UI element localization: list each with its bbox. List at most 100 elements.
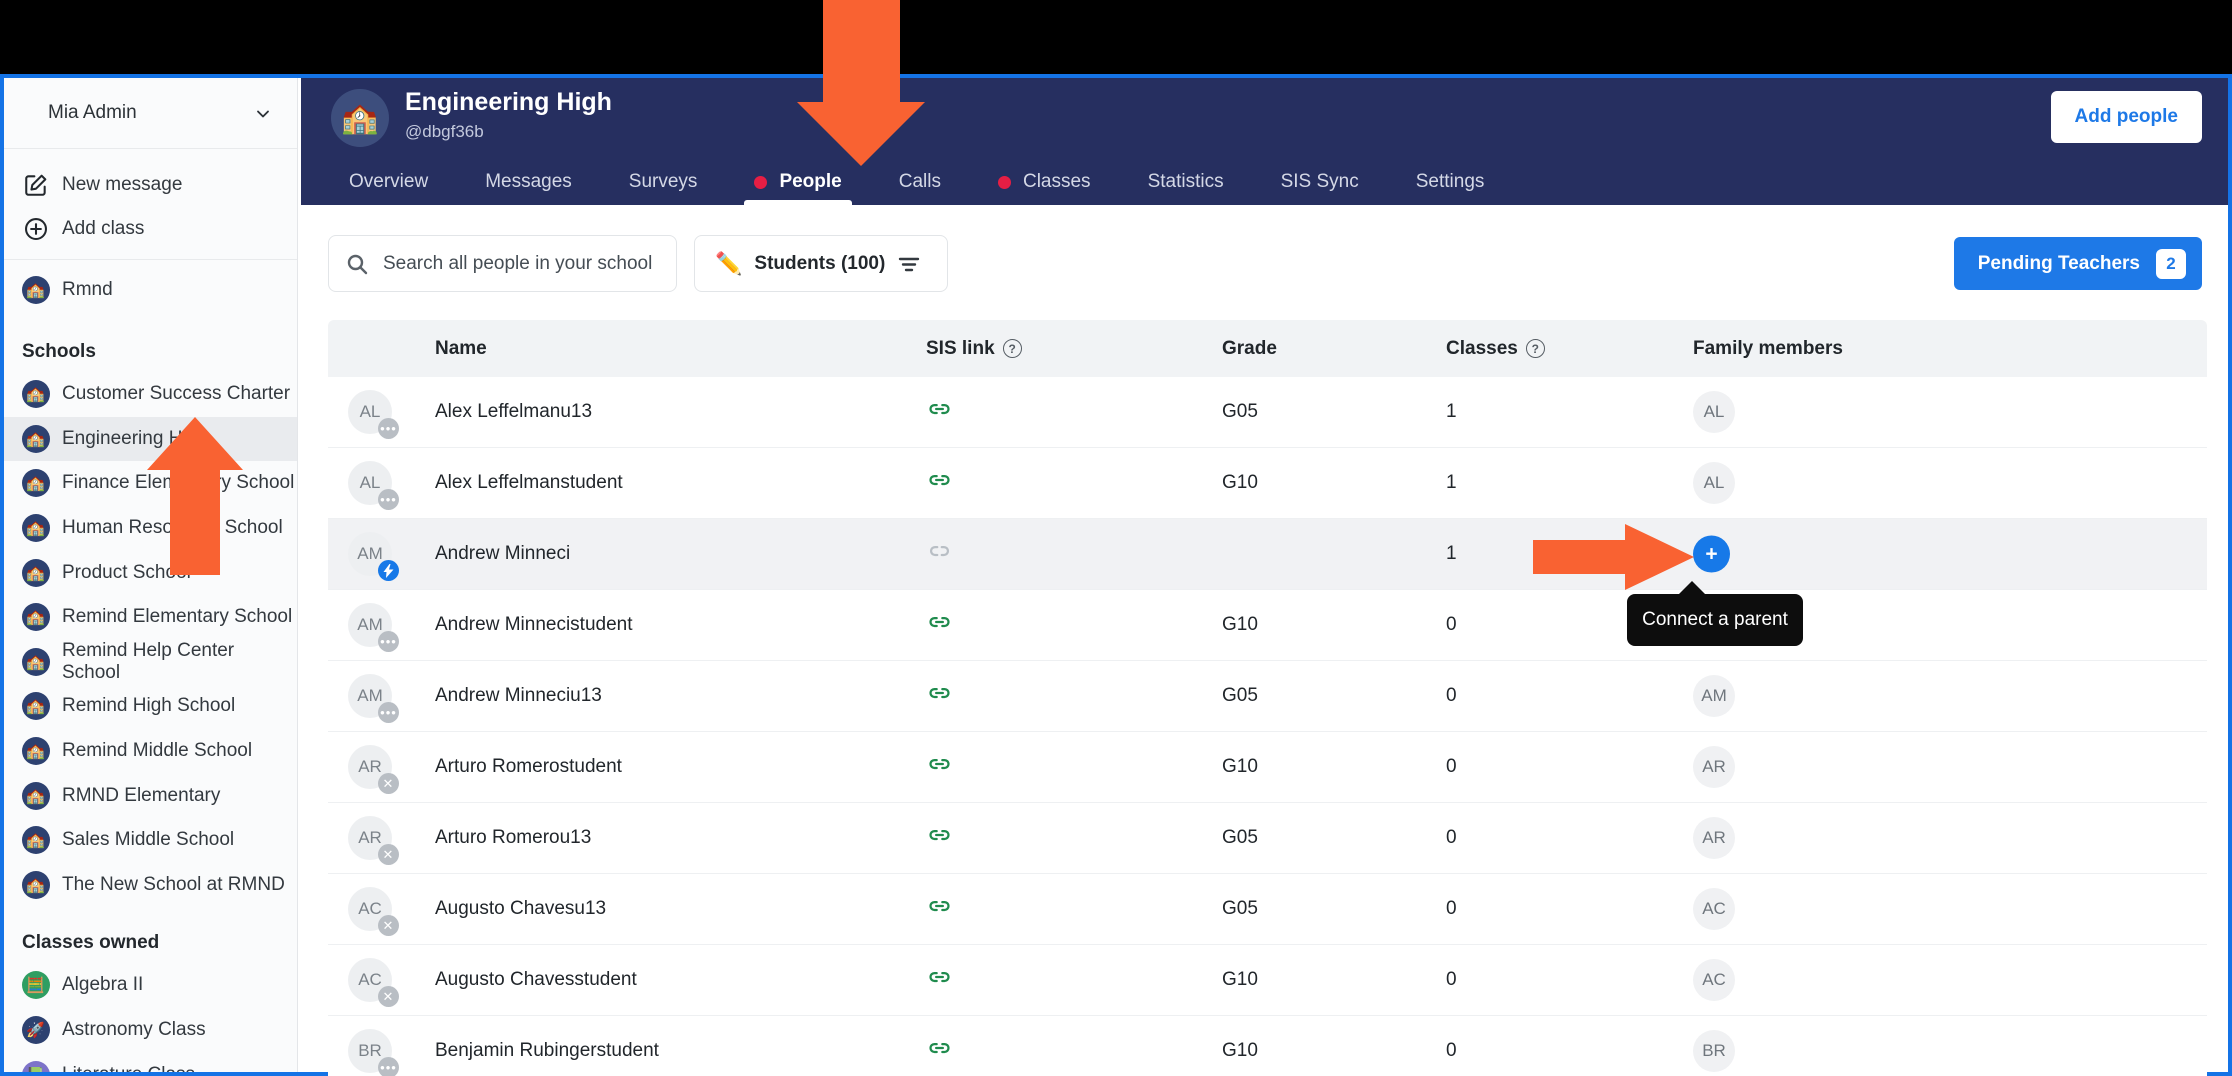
sidebar-item-product-school[interactable]: 🏫 Product School: [4, 550, 297, 595]
account-switcher[interactable]: Mia Admin: [4, 78, 297, 149]
students-filter[interactable]: ✏️ Students (100): [694, 235, 948, 292]
family-member-pill[interactable]: AL: [1693, 391, 1735, 433]
tab-people[interactable]: People: [744, 159, 853, 205]
lightning-badge-icon: [378, 560, 399, 581]
close-badge-icon: ✕: [378, 844, 399, 865]
table-row[interactable]: AL ••• Alex Leffelmanstudent G10 1 AL: [328, 448, 2207, 519]
school-avatar-icon: 🏫: [21, 603, 50, 632]
pending-teachers-button[interactable]: Pending Teachers 2: [1953, 237, 2202, 290]
sidebar-item-rmnd[interactable]: 🏫 Rmnd: [4, 268, 297, 312]
school-avatar-icon: 🏫: [21, 424, 50, 453]
school-label: RMND Elementary: [62, 784, 221, 806]
table-row-highlighted[interactable]: AM Andrew Minneci 1 +: [328, 519, 2207, 590]
connect-parent-button[interactable]: +: [1693, 535, 1730, 573]
family-member-pill[interactable]: AC: [1693, 959, 1735, 1001]
sidebar-item-rmnd-elementary[interactable]: 🏫 RMND Elementary: [4, 773, 297, 818]
tab-surveys[interactable]: Surveys: [628, 171, 698, 192]
grade-value: G10: [1222, 472, 1258, 493]
sidebar-item-algebra-ii[interactable]: 🧮 Algebra II: [4, 963, 297, 1008]
sidebar-item-astronomy-class[interactable]: 🚀 Astronomy Class: [4, 1008, 297, 1053]
help-icon[interactable]: ?: [1525, 339, 1545, 358]
close-badge-icon: ✕: [378, 915, 399, 936]
plus-circle-icon: [22, 216, 49, 243]
tab-classes[interactable]: Classes: [997, 159, 1091, 205]
new-message-label: New message: [62, 174, 183, 195]
ellipsis-badge-icon: •••: [378, 702, 399, 723]
school-header: 🏫 Engineering High @dbgf36b Add people O…: [301, 78, 2228, 205]
family-member-pill[interactable]: AR: [1693, 746, 1735, 788]
sidebar-item-sales-middle[interactable]: 🏫 Sales Middle School: [4, 818, 297, 863]
search-box[interactable]: [328, 235, 677, 292]
table-row[interactable]: BR ••• Benjamin Rubingerstudent G10 0 BR: [328, 1016, 2207, 1076]
pending-count-badge: 2: [2156, 248, 2186, 279]
sidebar-item-remind-elementary[interactable]: 🏫 Remind Elementary School: [4, 595, 297, 640]
school-label: The New School at RMND: [62, 873, 285, 895]
avatar: AR ✕: [348, 816, 399, 865]
annotation-arrow-right-connect-parent: [1533, 524, 1694, 590]
sis-linked-icon: [926, 1035, 953, 1068]
family-member-pill[interactable]: AR: [1693, 817, 1735, 859]
school-label: Remind Help Center School: [62, 639, 235, 683]
table-row[interactable]: AR ✕ Arturo Romerou13 G05 0 AR: [328, 803, 2207, 874]
table-row[interactable]: AM ••• Andrew Minneciu13 G05 0 AM: [328, 661, 2207, 732]
chevron-down-icon[interactable]: [253, 104, 273, 124]
table-row[interactable]: AC ✕ Augusto Chavesu13 G05 0 AC: [328, 874, 2207, 945]
sidebar-item-literature-class[interactable]: 📗 Literature Class: [4, 1052, 297, 1072]
person-name: Andrew Minnecistudent: [435, 614, 633, 635]
school-label: Remind High School: [62, 695, 236, 717]
person-name: Augusto Chavesu13: [435, 898, 607, 919]
tab-messages[interactable]: Messages: [485, 171, 572, 192]
grade-value: G05: [1222, 827, 1258, 848]
sis-linked-icon: [926, 396, 953, 429]
grade-value: G05: [1222, 898, 1258, 919]
sidebar-item-new-school-rmnd[interactable]: 🏫 The New School at RMND: [4, 863, 297, 908]
tab-overview[interactable]: Overview: [349, 171, 429, 192]
annotation-arrow-down-people-tab: [797, 0, 925, 166]
ellipsis-badge-icon: •••: [378, 631, 399, 652]
tab-calls[interactable]: Calls: [898, 171, 941, 192]
table-row[interactable]: AL ••• Alex Leffelmanu13 G05 1 AL: [328, 377, 2207, 448]
ellipsis-badge-icon: •••: [378, 489, 399, 510]
tab-sis-sync[interactable]: SIS Sync: [1280, 171, 1359, 192]
table-row[interactable]: AR ✕ Arturo Romerostudent G10 0 AR: [328, 732, 2207, 803]
calculator-icon: 🧮: [21, 971, 50, 1000]
class-label: Astronomy Class: [62, 1019, 206, 1041]
person-name: Alex Leffelmanu13: [435, 401, 593, 422]
person-name: Andrew Minneciu13: [435, 685, 602, 706]
classes-count: 1: [1446, 472, 1457, 493]
column-name: Name: [435, 337, 487, 359]
family-member-pill[interactable]: AM: [1693, 675, 1735, 717]
school-label: Product School: [62, 561, 191, 583]
tab-settings[interactable]: Settings: [1415, 171, 1485, 192]
school-avatar-icon: 🏫: [21, 692, 50, 721]
sidebar-item-customer-success-charter[interactable]: 🏫 Customer Success Charter: [4, 372, 297, 417]
sis-linked-icon: [926, 467, 953, 500]
sidebar-item-remind-help-center[interactable]: 🏫 Remind Help Center School: [4, 640, 297, 685]
new-message-button[interactable]: New message: [4, 163, 297, 207]
annotation-arrow-up-engineering-high: [147, 417, 243, 575]
add-people-button[interactable]: Add people: [2050, 91, 2202, 143]
school-label: Customer Success Charter: [62, 383, 291, 405]
family-member-pill[interactable]: BR: [1693, 1030, 1735, 1072]
avatar: AC ✕: [348, 958, 399, 1007]
add-class-button[interactable]: Add class: [4, 207, 297, 251]
table-header: Name SIS link? Grade Classes? Family mem…: [328, 320, 2207, 377]
grade-value: G05: [1222, 401, 1258, 422]
family-member-pill[interactable]: AL: [1693, 462, 1735, 504]
family-member-pill[interactable]: AC: [1693, 888, 1735, 930]
sidebar-item-remind-high[interactable]: 🏫 Remind High School: [4, 684, 297, 729]
tab-statistics[interactable]: Statistics: [1147, 171, 1224, 192]
people-table: Name SIS link? Grade Classes? Family mem…: [328, 320, 2207, 1076]
table-row[interactable]: AM ••• Andrew Minnecistudent G10 0: [328, 590, 2207, 661]
table-row[interactable]: AC ✕ Augusto Chavesstudent G10 0 AC: [328, 945, 2207, 1016]
sidebar-item-remind-middle[interactable]: 🏫 Remind Middle School: [4, 729, 297, 774]
class-label: Literature Class: [62, 1064, 195, 1072]
page-title: Engineering High: [405, 88, 612, 116]
add-class-label: Add class: [62, 218, 145, 239]
classes-count: 0: [1446, 1040, 1457, 1061]
sis-linked-icon: [926, 822, 953, 855]
help-icon[interactable]: ?: [1002, 339, 1022, 358]
school-header-avatar: 🏫: [331, 89, 389, 147]
search-input[interactable]: [381, 251, 655, 276]
classes-count: 1: [1446, 401, 1457, 422]
